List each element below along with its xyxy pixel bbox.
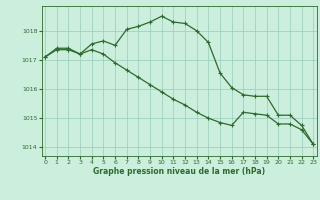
X-axis label: Graphe pression niveau de la mer (hPa): Graphe pression niveau de la mer (hPa) — [93, 167, 265, 176]
